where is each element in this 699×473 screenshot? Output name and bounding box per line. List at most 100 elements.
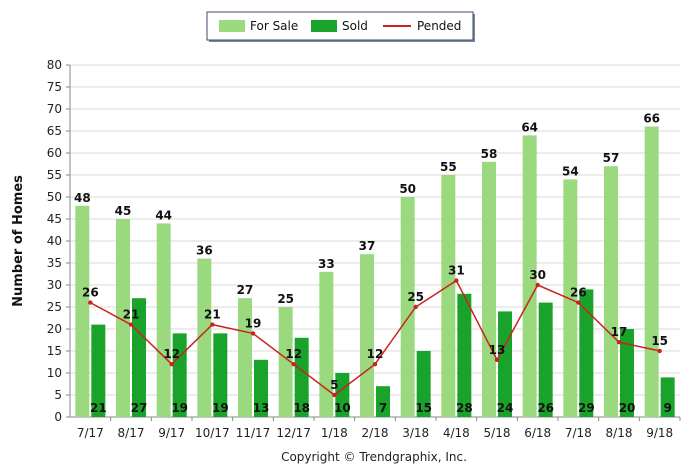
point-pended — [454, 278, 459, 283]
data-label-sold: 27 — [131, 401, 148, 415]
data-label-for-sale: 37 — [359, 239, 376, 253]
x-tick-label: 8/17 — [118, 426, 145, 440]
data-label-for-sale: 27 — [237, 283, 254, 297]
y-tick-label: 30 — [47, 278, 62, 292]
data-label-for-sale: 57 — [603, 151, 620, 165]
legend-box — [206, 11, 474, 41]
data-label-pended: 5 — [330, 378, 338, 392]
y-tick-label: 25 — [47, 300, 62, 314]
x-tick-label: 11/17 — [236, 426, 271, 440]
bar-sold — [457, 293, 472, 417]
bar-sold — [91, 324, 106, 417]
data-label-for-sale: 58 — [481, 147, 498, 161]
x-tick-label: 7/17 — [77, 426, 104, 440]
bar-for-sale — [482, 161, 496, 417]
bar-sold — [335, 373, 350, 417]
data-label-pended: 31 — [448, 264, 465, 278]
point-pended — [413, 304, 418, 310]
data-label-sold: 19 — [171, 401, 188, 415]
data-label-for-sale: 44 — [155, 208, 172, 222]
data-label-sold: 9 — [663, 401, 671, 415]
data-label-pended: 19 — [245, 316, 262, 330]
data-label-pended: 26 — [82, 286, 99, 300]
data-label-pended: 21 — [123, 308, 140, 322]
x-tick-label: 1/18 — [321, 426, 348, 440]
data-label-sold: 21 — [90, 401, 107, 415]
x-tick-label: 3/18 — [402, 426, 429, 440]
point-pended — [372, 362, 378, 367]
data-label-for-sale: 55 — [440, 160, 457, 174]
data-label-for-sale: 36 — [196, 244, 213, 258]
data-label-for-sale: 33 — [318, 257, 335, 271]
data-label-sold: 26 — [537, 401, 554, 415]
data-label-for-sale: 25 — [277, 292, 294, 306]
point-pended — [494, 357, 500, 362]
bar-for-sale — [116, 219, 130, 417]
bar-for-sale — [319, 271, 334, 417]
data-label-pended: 26 — [570, 286, 587, 300]
data-label-sold: 10 — [334, 401, 351, 415]
y-tick-label: 0 — [54, 410, 62, 424]
bar-for-sale — [441, 175, 456, 417]
x-tick-label: 5/18 — [484, 426, 511, 440]
y-tick-label: 40 — [47, 234, 62, 248]
data-label-pended: 15 — [651, 334, 668, 348]
data-label-sold: 7 — [379, 401, 387, 415]
bar-sold — [416, 351, 431, 417]
data-label-for-sale: 64 — [521, 120, 538, 134]
y-tick-label: 35 — [47, 256, 62, 270]
legend-label-for-sale: For Sale — [250, 19, 298, 33]
bar-for-sale — [563, 179, 578, 417]
point-pended — [291, 362, 296, 367]
y-tick-label: 10 — [47, 366, 62, 380]
y-tick-label: 55 — [47, 168, 62, 182]
x-tick-label: 10/17 — [195, 426, 230, 440]
bar-for-sale — [604, 166, 618, 417]
x-tick-label: 9/17 — [158, 426, 185, 440]
y-axis-label: Number of Homes — [11, 175, 26, 307]
bar-for-sale — [75, 205, 90, 417]
y-tick-label: 5 — [54, 388, 62, 402]
data-label-for-sale: 45 — [115, 204, 132, 218]
point-pended — [657, 348, 662, 354]
data-label-for-sale: 48 — [74, 191, 91, 205]
bar-sold — [294, 337, 309, 417]
y-tick-label: 80 — [47, 58, 62, 72]
bar-sold — [213, 333, 228, 417]
bar-sold — [579, 289, 594, 417]
bar-sold — [538, 302, 553, 417]
bar-sold — [620, 329, 634, 417]
x-tick-label: 6/18 — [524, 426, 551, 440]
data-label-for-sale: 54 — [562, 164, 579, 178]
data-label-sold: 24 — [497, 401, 514, 415]
data-label-sold: 18 — [293, 401, 310, 415]
y-tick-label: 75 — [47, 80, 62, 94]
bar-for-sale — [360, 254, 374, 417]
bar-sold — [376, 386, 390, 417]
data-label-pended: 13 — [489, 343, 506, 357]
data-label-pended: 12 — [367, 347, 384, 361]
data-label-pended: 12 — [285, 347, 302, 361]
bar-for-sale — [278, 307, 293, 417]
point-pended — [128, 322, 134, 327]
y-tick-label: 50 — [47, 190, 62, 204]
point-pended — [332, 392, 337, 398]
x-tick-label: 2/18 — [362, 426, 389, 440]
data-label-sold: 13 — [253, 401, 270, 415]
point-pended — [576, 300, 581, 305]
data-label-sold: 19 — [212, 401, 229, 415]
bar-for-sale — [156, 223, 171, 417]
legend-swatch-sold — [311, 20, 337, 32]
data-label-pended: 12 — [163, 347, 180, 361]
data-label-sold: 29 — [578, 401, 595, 415]
legend-swatch-for-sale — [219, 20, 245, 32]
data-label-pended: 21 — [204, 308, 221, 322]
point-pended — [535, 282, 540, 288]
data-label-sold: 28 — [456, 401, 473, 415]
y-tick-label: 20 — [47, 322, 62, 336]
data-label-for-sale: 66 — [643, 112, 660, 126]
point-pended — [88, 300, 93, 305]
bar-for-sale — [238, 298, 252, 417]
